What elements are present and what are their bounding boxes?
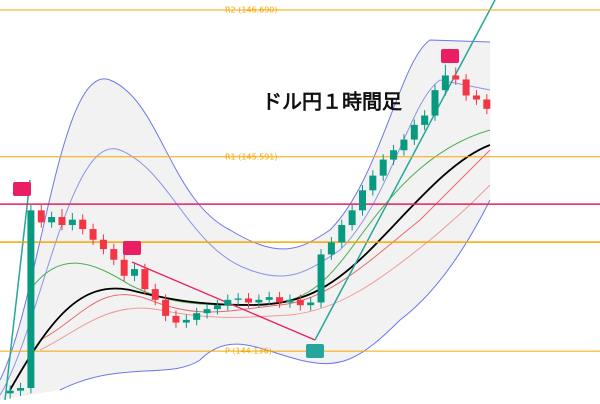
candle-body [317, 254, 325, 303]
candle-body [27, 210, 35, 388]
signal-marker [441, 49, 459, 63]
level-label: P (144.136) [225, 347, 272, 356]
candles [6, 64, 491, 399]
candle-body [358, 190, 366, 211]
candle-body [390, 150, 398, 160]
candle-body [255, 299, 263, 303]
candle-body [379, 159, 387, 176]
candle-body [452, 75, 460, 80]
candle-body [141, 269, 149, 290]
candle-body [286, 299, 294, 303]
signal-marker [123, 241, 141, 255]
candle-body [182, 319, 190, 323]
candle-body [48, 217, 56, 223]
candle-body [265, 297, 273, 300]
candle-body [327, 242, 335, 255]
candle-body [172, 315, 180, 323]
candle-body [276, 297, 284, 303]
candle-body [213, 305, 221, 310]
candle-body [151, 289, 159, 300]
level-label: R1 (145.591) [225, 152, 278, 161]
candle-body [441, 75, 449, 91]
levels: R2 (146.690) R1 (145.591) P (144.136) [0, 6, 600, 356]
candle-body [58, 217, 66, 226]
candle-body [483, 99, 491, 109]
candle-body [6, 390, 14, 394]
candle-body [17, 387, 25, 391]
candle-body [68, 219, 76, 226]
candle-body [462, 79, 470, 96]
candle-body [296, 299, 304, 306]
candle-body [193, 313, 201, 320]
signal-marker [306, 344, 324, 358]
candle-body [203, 309, 211, 314]
candle-body [472, 95, 480, 100]
candle-body [348, 210, 356, 226]
trend-line [131, 261, 316, 341]
indicator-bands [0, 0, 496, 401]
candle-body [162, 299, 170, 316]
level-label: R2 (146.690) [225, 6, 278, 15]
candle-body [89, 229, 97, 240]
candle-body [431, 90, 439, 116]
candle-body [421, 115, 429, 125]
candle-body [79, 219, 87, 230]
candle-body [131, 269, 139, 276]
candle-body [307, 302, 315, 306]
candle-body [110, 249, 118, 260]
ma-black [9, 144, 491, 391]
trend-line [4, 179, 31, 401]
markers [13, 49, 459, 358]
trend-line [314, 0, 496, 341]
candle-body [234, 298, 242, 300]
candle-body [338, 225, 346, 243]
candle-body [369, 175, 377, 191]
candle-body [99, 239, 107, 250]
lower-band [59, 199, 491, 391]
candle-body [120, 259, 128, 276]
candle-body [400, 139, 408, 151]
upper-band [0, 39, 491, 381]
candle-body [37, 210, 45, 223]
ma-ribbon [39, 184, 491, 351]
candle-body [245, 298, 252, 303]
candle-body [410, 124, 418, 140]
candle-body [224, 299, 232, 306]
signal-marker [13, 182, 31, 196]
chart-title: ドル円１時間足 [262, 90, 403, 114]
